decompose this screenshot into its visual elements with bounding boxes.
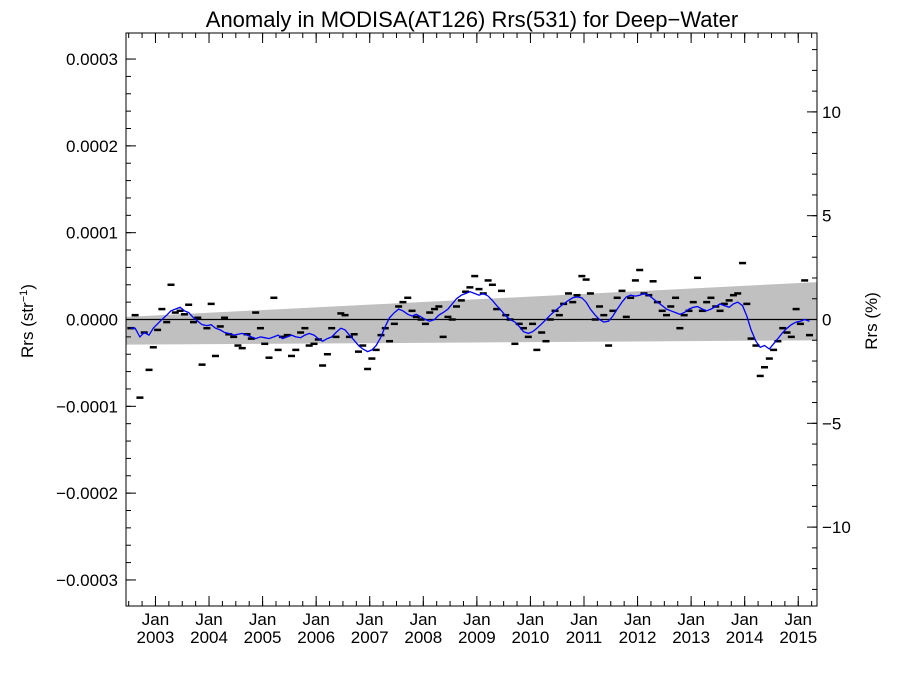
x-tick-label-month-1: Jan	[195, 610, 222, 629]
x-tick-label-month-12: Jan	[785, 610, 812, 629]
x-tick-label-year-4: 2007	[351, 628, 389, 647]
x-tick-label-year-7: 2010	[512, 628, 550, 647]
x-tick-label-year-12: 2015	[779, 628, 817, 647]
left-tick-label-0: 0.0003	[66, 50, 118, 69]
x-tick-label-month-0: Jan	[142, 610, 169, 629]
left-tick-label-5: −0.0002	[56, 484, 118, 503]
x-tick-label-month-4: Jan	[356, 610, 383, 629]
x-tick-label-year-11: 2014	[726, 628, 764, 647]
right-tick-label-4: −10	[822, 518, 851, 537]
x-tick-label-year-6: 2009	[458, 628, 496, 647]
smoothed-line	[130, 291, 810, 353]
x-tick-label-month-3: Jan	[302, 610, 329, 629]
x-tick-label-year-2: 2005	[244, 628, 282, 647]
x-tick-label-year-1: 2004	[190, 628, 228, 647]
trend-band	[126, 282, 817, 345]
x-tick-label-month-7: Jan	[517, 610, 544, 629]
x-tick-label-year-3: 2006	[297, 628, 335, 647]
y-axis-label-right: Rrs (%)	[862, 292, 881, 350]
x-tick-label-year-9: 2012	[619, 628, 657, 647]
right-tick-label-0: 10	[822, 103, 841, 122]
right-tick-label-2: 0	[822, 311, 831, 330]
right-tick-label-3: −5	[822, 414, 841, 433]
x-tick-label-month-5: Jan	[410, 610, 437, 629]
left-tick-label-2: 0.0001	[66, 224, 118, 243]
x-tick-label-month-10: Jan	[677, 610, 704, 629]
x-tick-label-month-8: Jan	[570, 610, 597, 629]
right-tick-label-1: 5	[822, 207, 831, 226]
left-tick-label-6: −0.0003	[56, 571, 118, 590]
chart-title: Anomaly in MODISA(AT126) Rrs(531) for De…	[206, 7, 738, 32]
x-tick-label-month-11: Jan	[731, 610, 758, 629]
x-tick-label-month-2: Jan	[249, 610, 276, 629]
x-tick-label-month-6: Jan	[463, 610, 490, 629]
x-tick-label-year-0: 2003	[137, 628, 175, 647]
x-tick-label-year-10: 2013	[672, 628, 710, 647]
left-tick-label-4: −0.0001	[56, 397, 118, 416]
x-tick-label-year-5: 2008	[404, 628, 442, 647]
left-tick-label-3: 0.0000	[66, 311, 118, 330]
left-tick-label-1: 0.0002	[66, 137, 118, 156]
x-tick-label-year-8: 2011	[566, 628, 603, 647]
x-tick-label-month-9: Jan	[624, 610, 651, 629]
plot-area: 0.0003 0.0002 0.0001 0.0000 −0.0001 −0.0002 −0…	[56, 32, 851, 647]
y-axis-label-left: Rrs (str−1)	[18, 284, 37, 358]
